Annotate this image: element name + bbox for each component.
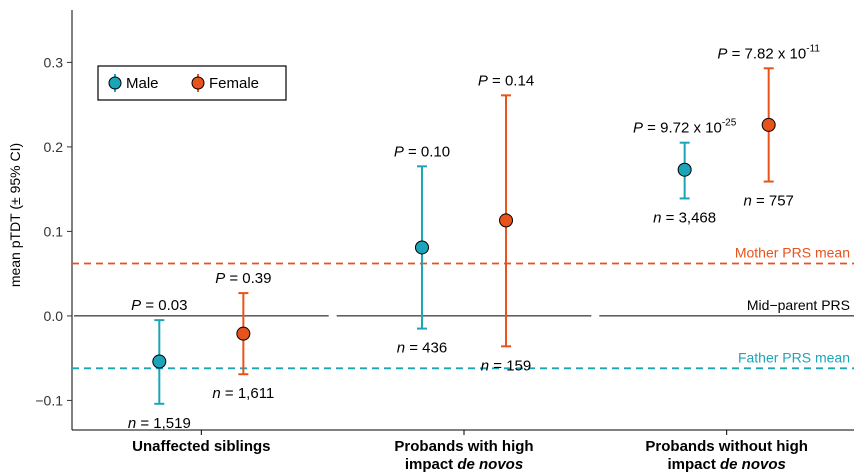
n-label: n = 436 [397, 340, 447, 357]
reference-line-label: Father PRS mean [738, 349, 850, 365]
y-axis-label: mean pTDT (± 95% CI) [7, 143, 23, 287]
n-label: n = 1,611 [212, 385, 274, 402]
data-point [236, 326, 251, 341]
n-label: n = 159 [481, 357, 531, 374]
p-value-label: P = 0.10 [394, 143, 450, 160]
data-point [414, 240, 429, 255]
data-point [152, 354, 167, 369]
p-value-label: P = 0.03 [131, 297, 187, 314]
legend-label: Male [126, 75, 159, 92]
n-label: n = 3,468 [653, 209, 716, 226]
legend-label: Female [209, 75, 259, 92]
y-tick-label: 0.0 [44, 308, 64, 324]
y-tick-label: 0.1 [44, 223, 64, 239]
legend-marker [191, 76, 205, 90]
y-tick-label: −0.1 [35, 392, 63, 408]
category-label-line2: impact de novos [405, 456, 523, 473]
y-tick-label: 0.2 [44, 139, 64, 155]
category-label-line2: impact de novos [667, 456, 785, 473]
data-point [677, 162, 692, 177]
legend-marker [108, 76, 122, 90]
data-point [761, 117, 776, 132]
n-label: n = 757 [743, 193, 793, 210]
p-value-label: P = 7.82 x 10-11 [717, 43, 820, 62]
reference-lines: Mother PRS mean Mid−parent PRS Father PRS … [72, 245, 854, 370]
p-value-label: P = 0.39 [215, 270, 271, 287]
category-labels: Unaffected siblings Probands with highimp… [132, 438, 808, 473]
legend: Male Female [97, 65, 287, 101]
n-label: n = 1,519 [128, 415, 191, 432]
data-point [499, 213, 514, 228]
category-label: Probands without high [645, 438, 807, 455]
p-value-label: P = 0.14 [478, 72, 534, 89]
p-value-label: P = 9.72 x 10-25 [633, 118, 737, 137]
category-label: Unaffected siblings [132, 438, 270, 455]
category-label: Probands with high [394, 438, 533, 455]
reference-line-label: Mother PRS mean [735, 245, 850, 261]
data-marks: P = 0.03 n = 1,519 P = 0.10 n = 436 P = 9.72… [128, 43, 821, 431]
reference-line-label: Mid−parent PRS [747, 297, 850, 313]
y-tick-label: 0.3 [44, 54, 64, 70]
axes: −0.1 0.0 0.1 0.2 0.3 [35, 10, 854, 435]
